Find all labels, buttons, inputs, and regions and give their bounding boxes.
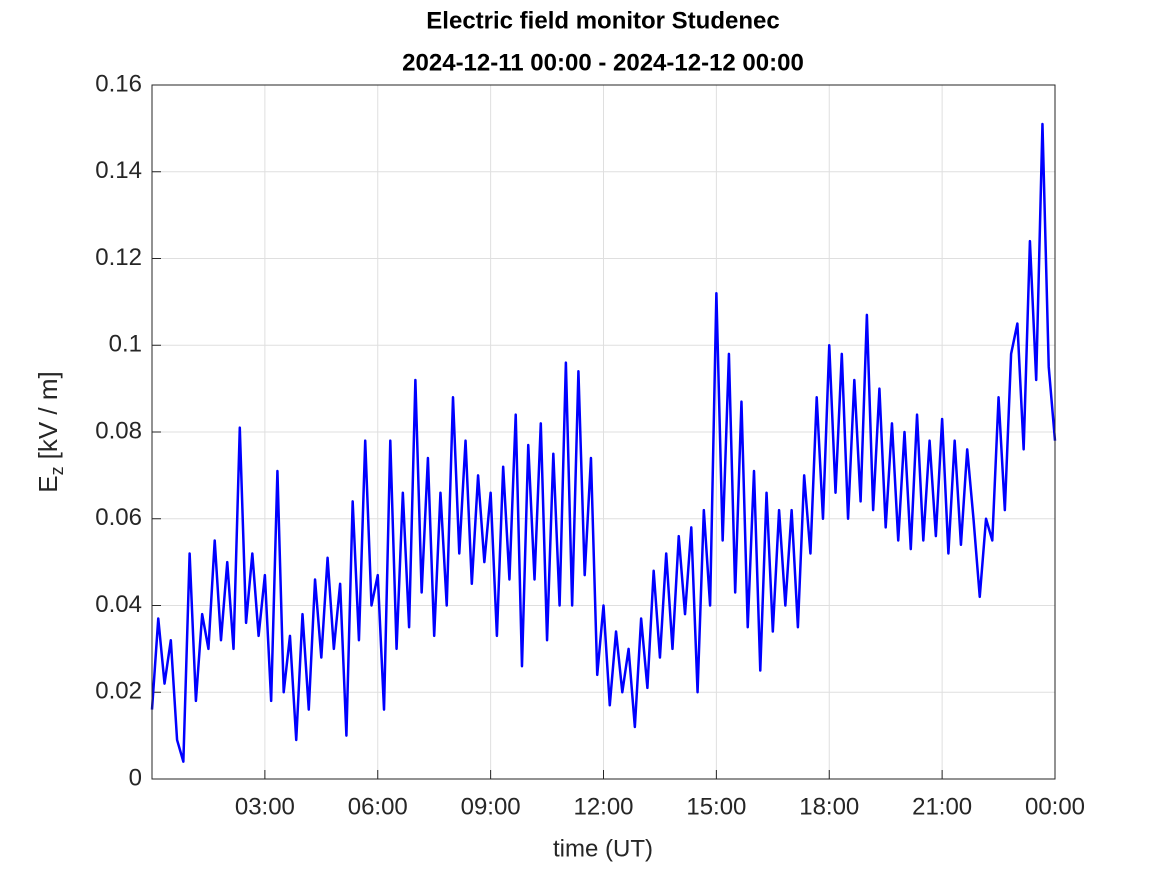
x-tick-label: 18:00 xyxy=(799,793,859,820)
y-tick-label: 0.08 xyxy=(95,417,142,444)
x-tick-label: 12:00 xyxy=(573,793,633,820)
y-axis-label: Ez [kV / m] xyxy=(33,371,67,492)
y-label-main: E xyxy=(33,475,63,492)
x-tick-label: 06:00 xyxy=(348,793,408,820)
x-axis-label: time (UT) xyxy=(553,835,653,862)
y-label-unit: [kV / m] xyxy=(33,371,63,459)
y-tick-label: 0.16 xyxy=(95,70,142,97)
y-tick-label: 0.02 xyxy=(95,678,142,705)
y-tick-label: 0.14 xyxy=(95,157,142,184)
y-tick-label: 0.1 xyxy=(109,331,142,358)
x-tick-label: 21:00 xyxy=(912,793,972,820)
y-tick-label: 0.06 xyxy=(95,504,142,531)
chart-subtitle: 2024-12-11 00:00 - 2024-12-12 00:00 xyxy=(402,49,804,76)
x-tick-label: 00:00 xyxy=(1025,793,1085,820)
data-line xyxy=(150,122,1057,763)
plot-frame xyxy=(151,84,1056,780)
x-tick-label: 09:00 xyxy=(461,793,521,820)
y-tick-label: 0.04 xyxy=(95,591,142,618)
x-tick-label: 15:00 xyxy=(686,793,746,820)
y-tick-label: 0 xyxy=(129,764,142,791)
y-label-sub: z xyxy=(47,466,67,475)
chart-title: Electric field monitor Studenec xyxy=(426,7,779,34)
y-tick-label: 0.12 xyxy=(95,244,142,271)
x-tick-label: 03:00 xyxy=(235,793,295,820)
